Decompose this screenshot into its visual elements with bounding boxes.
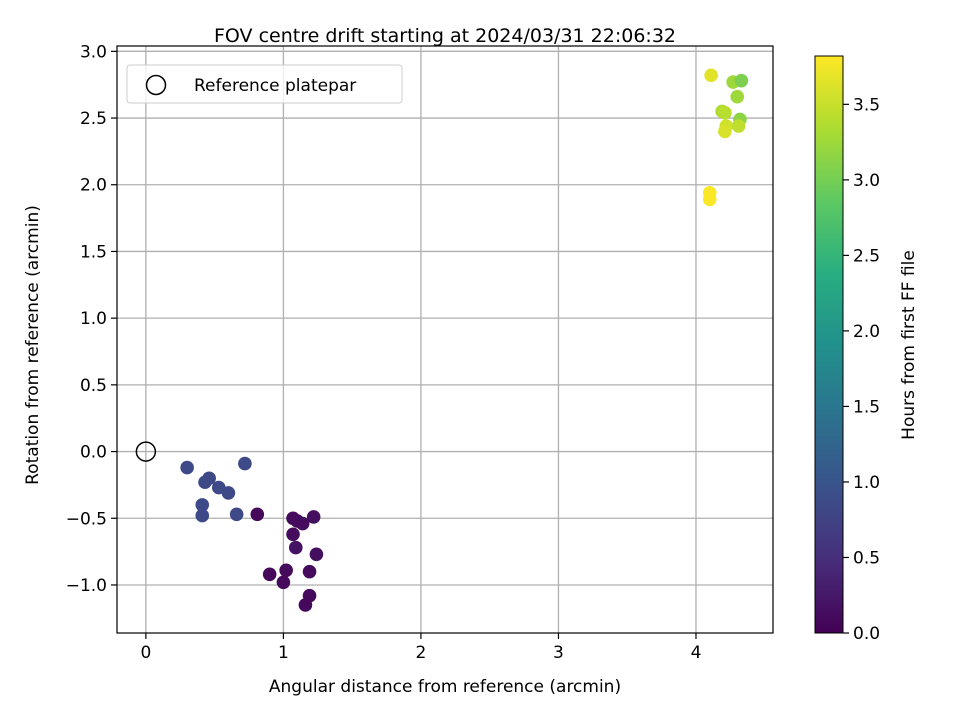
data-point xyxy=(302,564,317,579)
data-point xyxy=(730,89,745,104)
colorbar-tick-label: 1.5 xyxy=(853,397,880,417)
legend-box xyxy=(126,64,403,104)
colorbar-tick-label: 3.0 xyxy=(853,171,880,191)
data-point xyxy=(195,508,210,523)
colorbar-tick-label: 2.0 xyxy=(853,322,880,342)
data-point xyxy=(718,105,732,120)
data-point xyxy=(180,460,194,475)
data-point xyxy=(198,475,212,490)
data-point xyxy=(262,567,277,582)
colorbar-tick-label: 0.5 xyxy=(853,548,880,568)
data-point xyxy=(221,486,236,500)
data-point xyxy=(731,119,746,133)
x-tick-label: 3 xyxy=(553,643,564,663)
data-point xyxy=(276,575,291,590)
y-tick-label: 0.5 xyxy=(80,376,107,396)
data-point xyxy=(286,527,300,542)
y-tick-label: −1.0 xyxy=(66,576,107,596)
x-tick-label: 2 xyxy=(416,643,427,663)
data-point xyxy=(309,547,324,562)
data-point xyxy=(718,124,732,139)
data-point xyxy=(306,510,321,524)
data-point xyxy=(734,73,749,88)
legend-open-circle-icon xyxy=(145,74,167,96)
y-tick-label: 0.0 xyxy=(80,443,107,463)
data-point xyxy=(702,192,717,207)
x-axis-ticks: 0 1 2 3 4 xyxy=(140,633,701,663)
colorbar-tick-label: 2.5 xyxy=(853,246,880,266)
colorbar-tick-label: 0.0 xyxy=(853,624,880,644)
data-points xyxy=(180,68,749,612)
colorbar-tick-label: 3.5 xyxy=(853,95,880,115)
y-tick-label: 2.5 xyxy=(80,109,107,129)
y-axis-label: Rotation from reference (arcmin) xyxy=(23,205,43,485)
data-point xyxy=(288,540,303,555)
chart-title: FOV centre drift starting at 2024/03/31 … xyxy=(214,25,676,47)
plot-area-frame xyxy=(116,45,774,634)
y-tick-label: 3.0 xyxy=(80,42,107,62)
y-tick-label: 2.0 xyxy=(80,176,107,196)
data-point xyxy=(229,507,244,522)
x-tick-label: 4 xyxy=(691,643,702,663)
colorbar: 0.0 0.5 1.0 1.5 2.0 2.5 3.0 3.5 Hours from firs… xyxy=(814,55,919,644)
data-point xyxy=(195,498,210,512)
data-point xyxy=(238,456,252,471)
legend: Reference platepar xyxy=(126,64,403,104)
x-tick-label: 0 xyxy=(140,643,151,663)
colorbar-tick-label: 1.0 xyxy=(853,473,880,493)
data-point xyxy=(298,598,313,612)
grid xyxy=(117,46,773,633)
x-tick-label: 1 xyxy=(278,643,289,663)
y-axis-ticks: −1.0 −0.5 0.0 0.5 1.0 1.5 2.0 2.5 3.0 xyxy=(66,42,117,596)
reference-platepar-marker xyxy=(135,441,157,462)
colorbar-gradient xyxy=(814,55,844,634)
y-tick-label: 1.5 xyxy=(80,242,107,262)
y-tick-label: −0.5 xyxy=(66,509,107,529)
y-tick-label: 1.0 xyxy=(80,309,107,329)
colorbar-label: Hours from first FF file xyxy=(899,250,919,440)
data-point xyxy=(704,68,718,83)
data-point xyxy=(250,507,265,522)
colorbar-ticks: 0.0 0.5 1.0 1.5 2.0 2.5 3.0 3.5 xyxy=(843,95,880,644)
x-axis-label: Angular distance from reference (arcmin) xyxy=(269,677,621,697)
legend-label: Reference platepar xyxy=(194,76,356,96)
data-point xyxy=(295,516,310,531)
data-point xyxy=(279,563,293,578)
